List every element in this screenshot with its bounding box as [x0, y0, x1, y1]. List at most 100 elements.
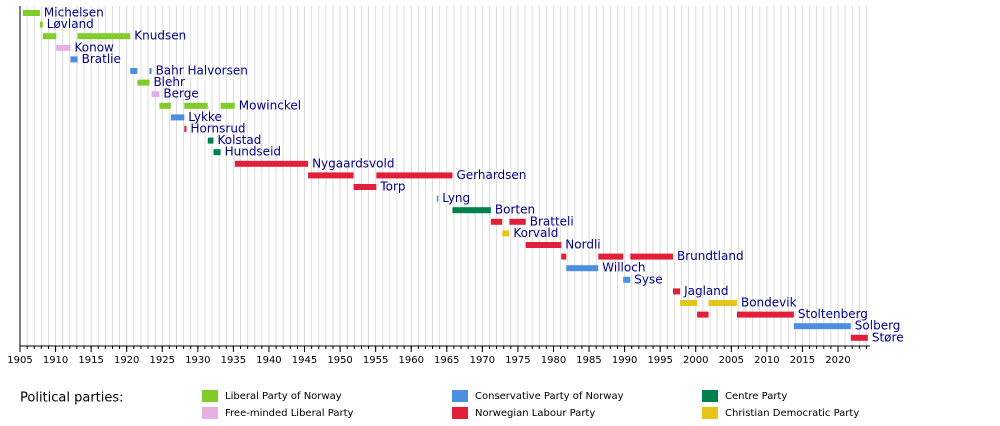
pm-name: Torp — [379, 180, 405, 194]
pm-name: Kolstad — [217, 133, 261, 147]
term-bar — [850, 334, 868, 341]
pm-name: Støre — [872, 330, 904, 344]
term-bar — [207, 137, 214, 144]
x-tick-label: 1980 — [541, 355, 566, 366]
x-tick-label: 1930 — [185, 355, 210, 366]
term-bar — [42, 33, 57, 40]
x-tick-label: 1995 — [647, 355, 672, 366]
term-bar — [184, 126, 187, 132]
term-bar — [490, 218, 503, 225]
pm-name: Bahr Halvorsen — [156, 64, 248, 78]
legend-swatch — [702, 390, 718, 402]
pm-name: Michelsen — [44, 6, 104, 20]
term-bar — [149, 68, 152, 74]
legend-swatch — [452, 390, 468, 402]
term-bar — [308, 172, 354, 179]
term-bar — [220, 102, 235, 109]
x-tick-label: 1925 — [150, 355, 175, 366]
term-bar — [130, 68, 138, 74]
x-tick-label: 1945 — [292, 355, 317, 366]
x-tick-label: 2020 — [825, 355, 850, 366]
term-bar — [213, 149, 221, 156]
x-tick-label: 1935 — [221, 355, 246, 366]
x-tick-label: 2010 — [754, 355, 779, 366]
pm-name: Konow — [75, 40, 115, 54]
term-bar — [680, 300, 698, 306]
pm-name: Willoch — [602, 261, 645, 275]
term-bar — [22, 10, 40, 16]
x-tick-label: 1965 — [434, 355, 459, 366]
legend-label: Centre Party — [725, 391, 787, 402]
term-bar — [56, 44, 71, 51]
x-tick-label: 1955 — [363, 355, 388, 366]
x-tick-label: 1970 — [470, 355, 495, 366]
pm-name: Berge — [163, 87, 198, 101]
term-bar — [697, 311, 709, 318]
pm-name: Solberg — [855, 319, 901, 333]
pm-name: Borten — [495, 203, 535, 217]
term-bar — [436, 195, 439, 202]
legend-swatch — [452, 407, 468, 419]
legend-swatch — [202, 390, 218, 402]
legend-label: Free-minded Liberal Party — [225, 408, 354, 419]
term-bar — [170, 114, 185, 121]
x-tick-label: 1915 — [78, 355, 103, 366]
term-bar — [502, 230, 510, 237]
term-bar — [184, 102, 208, 109]
pm-name: Mowinckel — [239, 98, 301, 112]
x-tick-label: 1920 — [114, 355, 139, 366]
x-tick-label: 2005 — [719, 355, 744, 366]
term-bar — [598, 253, 624, 260]
term-bar — [708, 300, 737, 306]
term-bar — [137, 79, 150, 86]
pm-name: Lyng — [442, 191, 470, 205]
x-tick-label: 1905 — [7, 355, 32, 366]
x-tick-label: 1940 — [256, 355, 281, 366]
legend-label: Liberal Party of Norway — [225, 391, 342, 402]
pm-name: Korvald — [513, 226, 558, 240]
x-tick-label: 1960 — [398, 355, 423, 366]
term-bar — [77, 33, 131, 40]
term-bar — [452, 207, 491, 214]
x-tick-label: 1990 — [612, 355, 637, 366]
pm-name: Bondevik — [741, 296, 797, 310]
x-tick-label: 1950 — [327, 355, 352, 366]
pm-name: Gerhardsen — [456, 168, 526, 182]
term-bar — [623, 276, 631, 283]
term-bar — [159, 102, 171, 109]
x-tick-label: 1975 — [505, 355, 530, 366]
pm-name: Bratteli — [530, 214, 574, 228]
legend-swatch — [702, 407, 718, 419]
term-bar — [736, 311, 794, 318]
pm-name: Blehr — [153, 75, 185, 89]
term-bar — [39, 21, 43, 28]
pm-name: Nygaardsvold — [312, 156, 394, 170]
legend-swatch — [202, 407, 218, 419]
legend-label: Norwegian Labour Party — [475, 408, 595, 419]
pm-name: Stoltenberg — [798, 307, 868, 321]
pm-name: Lykke — [188, 110, 222, 124]
x-tick-label: 2015 — [790, 355, 815, 366]
term-bar — [630, 253, 673, 260]
pm-name: Knudsen — [134, 29, 186, 43]
pm-name: Brundtland — [677, 249, 744, 263]
term-bar — [509, 218, 526, 225]
term-bar — [672, 288, 681, 295]
legend-label: Christian Democratic Party — [725, 408, 859, 419]
term-bar — [151, 91, 160, 98]
term-bar — [376, 172, 453, 179]
x-tick-label: 2000 — [683, 355, 708, 366]
term-bar — [70, 56, 78, 63]
x-tick-label: 1985 — [576, 355, 601, 366]
term-bar — [561, 253, 567, 260]
pm-name: Nordli — [565, 238, 600, 252]
pm-name: Syse — [634, 272, 662, 286]
pm-name: Hornsrud — [190, 122, 245, 136]
pm-name: Bratlie — [82, 52, 121, 66]
legend-label: Conservative Party of Norway — [475, 391, 624, 402]
pm-name: Løvland — [47, 17, 94, 31]
term-bar — [566, 265, 599, 272]
term-bar — [353, 184, 377, 190]
term-bar — [793, 323, 851, 330]
